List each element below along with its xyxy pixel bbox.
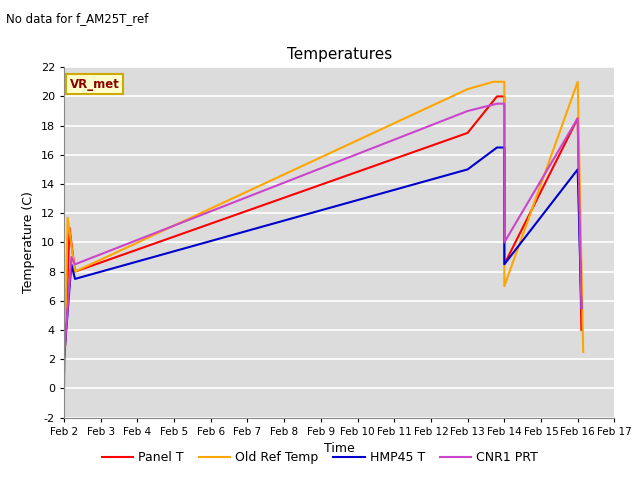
Panel T: [71, 269, 79, 275]
Old Ref Temp: [574, 79, 582, 84]
Old Ref Temp: [579, 349, 587, 355]
Old Ref Temp: [71, 269, 79, 275]
CNR1 PRT: [500, 240, 508, 245]
HMP45 T: [577, 305, 585, 311]
HMP45 T: [67, 262, 75, 267]
Line: CNR1 PRT: CNR1 PRT: [64, 104, 581, 359]
HMP45 T: [493, 144, 501, 150]
Old Ref Temp: [464, 86, 472, 92]
Panel T: [464, 130, 472, 136]
HMP45 T: [500, 262, 508, 267]
Panel T: [493, 94, 501, 99]
Title: Temperatures: Temperatures: [287, 47, 392, 62]
CNR1 PRT: [464, 108, 472, 114]
CNR1 PRT: [577, 305, 585, 311]
CNR1 PRT: [574, 115, 582, 121]
Panel T: [574, 115, 582, 121]
Line: Old Ref Temp: Old Ref Temp: [64, 82, 583, 396]
Line: HMP45 T: HMP45 T: [64, 147, 581, 359]
Old Ref Temp: [500, 79, 508, 84]
Panel T: [60, 371, 68, 377]
Panel T: [66, 225, 74, 231]
Panel T: [500, 94, 508, 99]
HMP45 T: [464, 167, 472, 172]
Text: No data for f_AM25T_ref: No data for f_AM25T_ref: [6, 12, 148, 25]
Panel T: [577, 327, 585, 333]
HMP45 T: [60, 356, 68, 362]
HMP45 T: [500, 144, 508, 150]
Old Ref Temp: [490, 79, 497, 84]
CNR1 PRT: [67, 254, 75, 260]
X-axis label: Time: Time: [324, 442, 355, 455]
Panel T: [500, 262, 508, 267]
CNR1 PRT: [500, 101, 508, 107]
CNR1 PRT: [493, 101, 501, 107]
CNR1 PRT: [60, 356, 68, 362]
Line: Panel T: Panel T: [64, 96, 581, 374]
Legend: Panel T, Old Ref Temp, HMP45 T, CNR1 PRT: Panel T, Old Ref Temp, HMP45 T, CNR1 PRT: [97, 446, 543, 469]
CNR1 PRT: [71, 262, 79, 267]
Y-axis label: Temperature (C): Temperature (C): [22, 192, 35, 293]
Old Ref Temp: [60, 393, 68, 398]
Text: VR_met: VR_met: [70, 78, 120, 91]
HMP45 T: [574, 167, 582, 172]
Old Ref Temp: [64, 215, 72, 220]
Old Ref Temp: [500, 283, 508, 289]
HMP45 T: [71, 276, 79, 282]
